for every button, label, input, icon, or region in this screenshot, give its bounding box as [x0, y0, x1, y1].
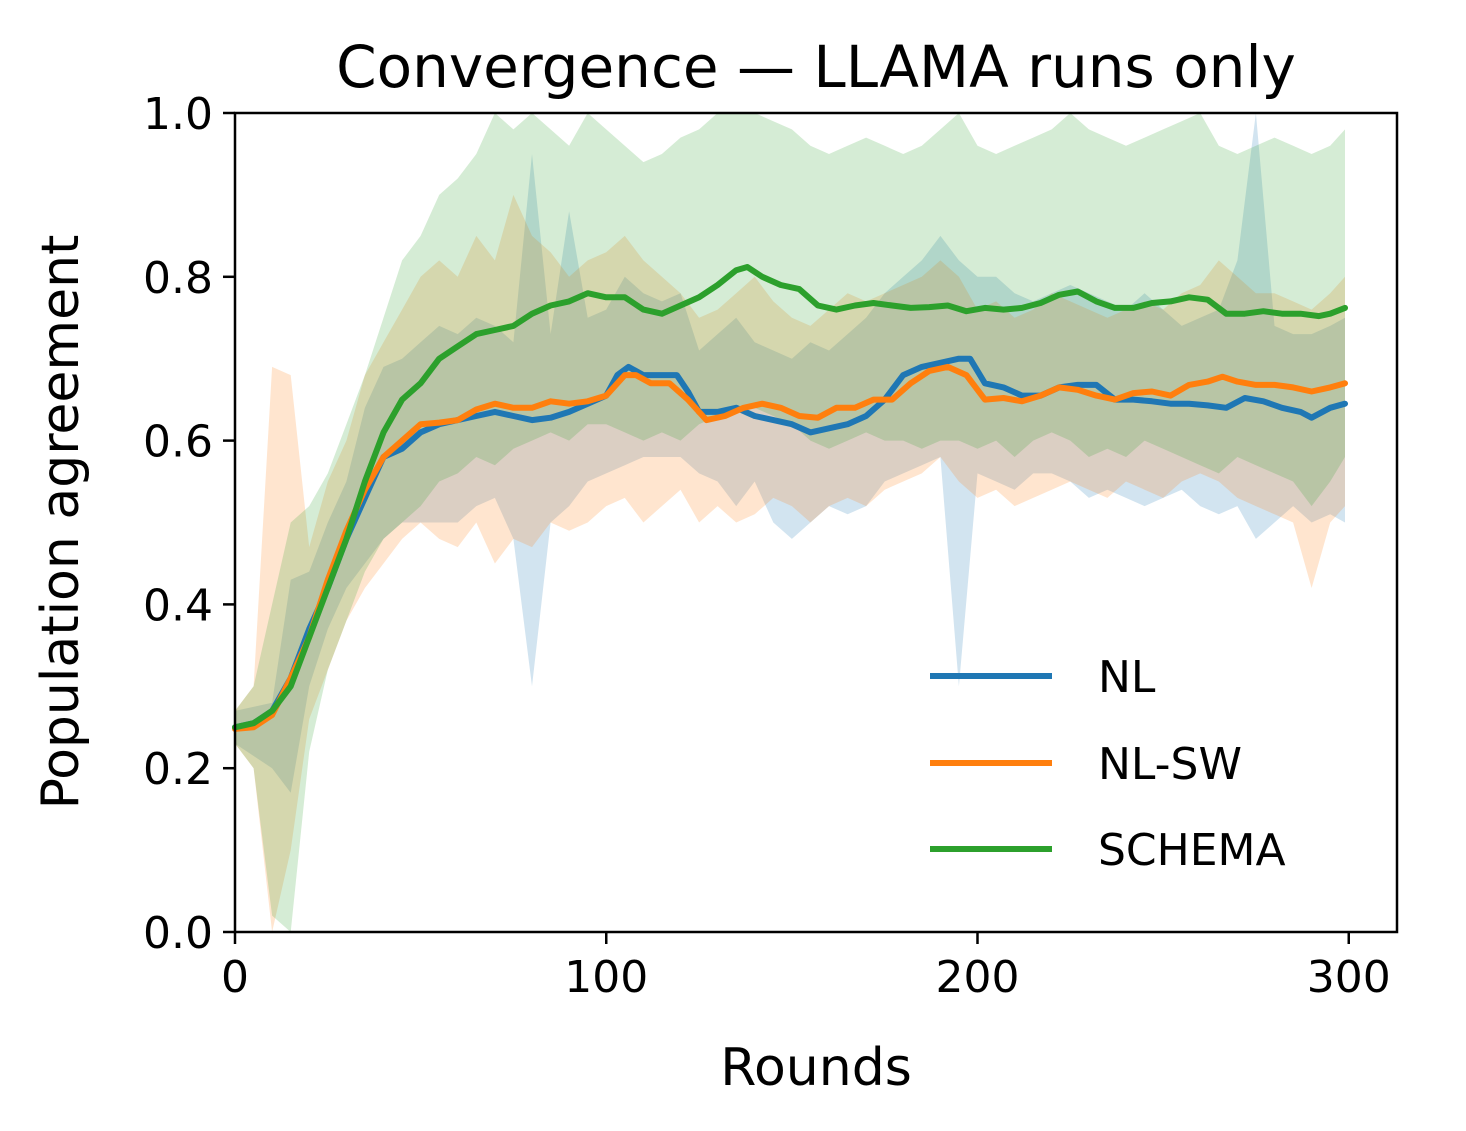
plot-area-frame [233, 111, 1399, 934]
x-axis-label: Rounds [720, 1038, 912, 1098]
y-tick-label: 0.8 [143, 253, 213, 304]
chart-title: Convergence — LLAMA runs only [336, 33, 1296, 101]
series-lines [232, 264, 1348, 732]
band-nl-sw [235, 194, 1345, 932]
series-line-schema [232, 264, 1348, 731]
y-axis-ticks: 0.0 0.2 0.4 0.6 0.8 1.0 [143, 89, 235, 959]
x-tick-label: 100 [564, 952, 648, 1003]
legend-label-nl: NL [1098, 652, 1156, 703]
legend: NL NL-SW SCHEMA [930, 652, 1286, 876]
y-axis-label: Population agreement [31, 235, 91, 810]
y-tick-label: 0.4 [143, 580, 213, 631]
y-tick-label: 0.6 [143, 417, 213, 468]
series-line-nl [232, 355, 1348, 731]
x-axis-ticks: 0 100 200 300 [221, 932, 1391, 1003]
legend-label-schema: SCHEMA [1098, 825, 1286, 876]
band-schema [235, 113, 1345, 932]
series-line-nl-sw [232, 363, 1348, 732]
y-tick-label: 1.0 [143, 89, 213, 140]
x-tick-label: 0 [221, 952, 249, 1003]
x-tick-label: 200 [935, 952, 1019, 1003]
legend-label-nl-sw: NL-SW [1098, 739, 1242, 790]
confidence-bands [235, 113, 1345, 932]
y-tick-label: 0.2 [143, 744, 213, 795]
y-tick-label: 0.0 [143, 908, 213, 959]
x-tick-label: 300 [1307, 952, 1391, 1003]
band-nl [235, 113, 1345, 793]
